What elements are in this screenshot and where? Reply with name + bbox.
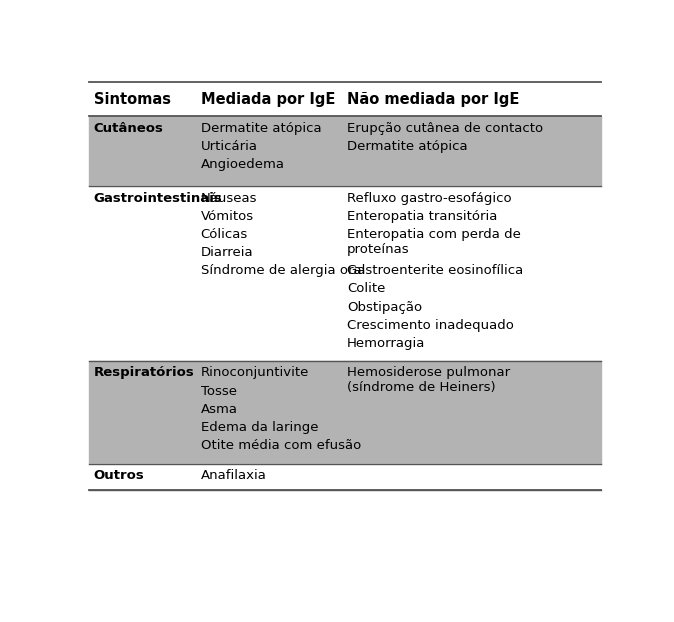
Text: Erupção cutânea de contacto: Erupção cutânea de contacto <box>347 122 543 135</box>
Text: Hemorragia: Hemorragia <box>347 337 425 350</box>
Text: Síndrome de alergia oral: Síndrome de alergia oral <box>201 264 365 277</box>
Text: Dermatite atópica: Dermatite atópica <box>347 140 468 153</box>
Text: Obstipação: Obstipação <box>347 300 422 313</box>
Bar <box>90 82 601 116</box>
Text: Náuseas: Náuseas <box>201 192 257 205</box>
Text: Mediada por IgE: Mediada por IgE <box>201 91 335 106</box>
Text: Sintomas: Sintomas <box>94 91 171 106</box>
Text: Dermatite atópica: Dermatite atópica <box>201 122 321 135</box>
Text: Rinoconjuntivite: Rinoconjuntivite <box>201 366 309 379</box>
Text: Vómitos: Vómitos <box>201 210 254 223</box>
Text: Gastrointestinais: Gastrointestinais <box>94 192 222 205</box>
Text: Enteropatia com perda de
proteínas: Enteropatia com perda de proteínas <box>347 228 521 256</box>
Text: Asma: Asma <box>201 402 238 415</box>
Text: Gastroenterite eosinofílica: Gastroenterite eosinofílica <box>347 264 523 277</box>
Text: Anafilaxia: Anafilaxia <box>201 469 267 482</box>
Text: Cutâneos: Cutâneos <box>94 122 164 135</box>
Bar <box>90 116 601 186</box>
Bar <box>90 186 601 361</box>
Text: Respiratórios: Respiratórios <box>94 366 194 379</box>
Text: Angioedema: Angioedema <box>201 159 284 172</box>
Text: Hemosiderose pulmonar
(síndrome de Heiners): Hemosiderose pulmonar (síndrome de Heine… <box>347 366 510 394</box>
Text: Diarreia: Diarreia <box>201 246 253 259</box>
Bar <box>90 361 601 463</box>
Text: Enteropatia transitória: Enteropatia transitória <box>347 210 497 223</box>
Text: Otite média com efusão: Otite média com efusão <box>201 439 361 452</box>
Text: Outros: Outros <box>94 469 144 482</box>
Text: Tosse: Tosse <box>201 384 237 397</box>
Text: Colite: Colite <box>347 282 386 295</box>
Text: Não mediada por IgE: Não mediada por IgE <box>347 91 520 106</box>
Text: Edema da laringe: Edema da laringe <box>201 421 318 434</box>
Text: Urticária: Urticária <box>201 140 257 153</box>
Text: Crescimento inadequado: Crescimento inadequado <box>347 319 514 332</box>
Bar <box>90 463 601 490</box>
Text: Refluxo gastro-esofágico: Refluxo gastro-esofágico <box>347 192 512 205</box>
Text: Cólicas: Cólicas <box>201 228 248 241</box>
